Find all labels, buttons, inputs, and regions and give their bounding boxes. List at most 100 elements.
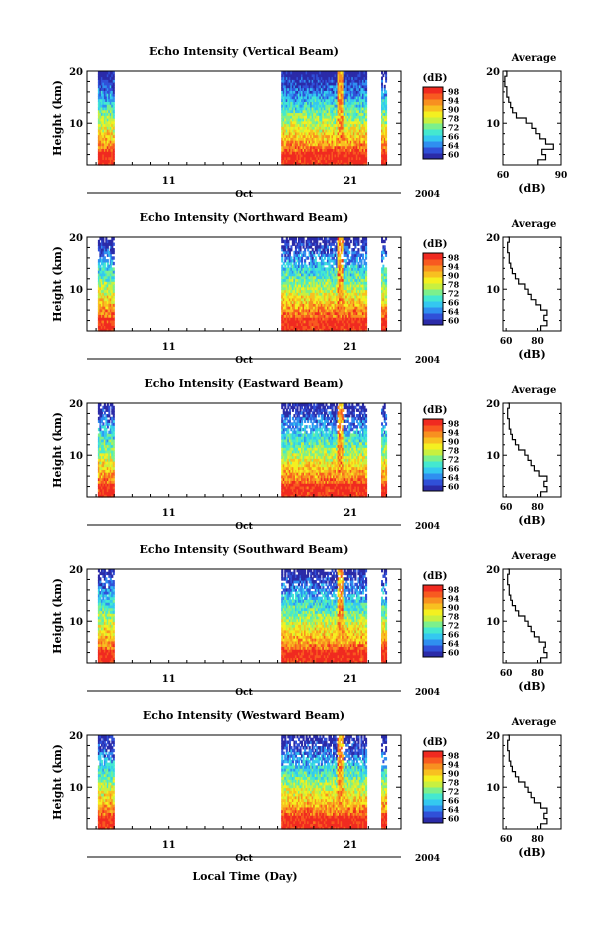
heatmap-cell bbox=[336, 140, 339, 144]
heatmap-cell bbox=[320, 259, 323, 263]
heatmap-cell bbox=[106, 250, 109, 255]
heatmap-cell bbox=[308, 325, 311, 329]
heatmap-cell bbox=[352, 278, 355, 282]
heatmap-cell bbox=[323, 325, 326, 329]
heatmap-cell bbox=[333, 267, 336, 271]
heatmap-cell bbox=[307, 71, 310, 75]
heatmap-cell bbox=[343, 151, 346, 155]
heatmap-cell bbox=[282, 245, 285, 249]
heatmap-cell bbox=[302, 286, 305, 291]
heatmap-cell bbox=[307, 300, 310, 304]
heatmap-cell bbox=[329, 120, 333, 125]
heatmap-cell bbox=[361, 140, 365, 144]
heatmap-cell bbox=[281, 137, 284, 141]
heatmap-cell bbox=[109, 106, 112, 111]
heatmap-cell bbox=[340, 134, 343, 138]
heatmap-cell bbox=[310, 134, 313, 138]
heatmap-cell bbox=[352, 292, 355, 296]
heatmap-cell bbox=[294, 104, 298, 108]
heatmap-cell bbox=[285, 311, 288, 316]
heatmap-cell bbox=[328, 140, 331, 144]
heatmap-cell bbox=[349, 148, 352, 152]
heatmap-cell bbox=[329, 292, 333, 296]
heatmap-cell bbox=[291, 153, 294, 158]
heatmap-cell bbox=[349, 239, 352, 244]
heatmap-cell bbox=[302, 109, 305, 114]
heatmap-cell bbox=[99, 242, 102, 246]
heatmap-cell bbox=[290, 248, 293, 252]
heatmap-cell bbox=[337, 82, 340, 86]
heatmap-cell bbox=[307, 87, 310, 91]
heatmap-cell bbox=[297, 303, 301, 307]
heatmap-cell bbox=[294, 264, 298, 269]
heatmap-cell bbox=[304, 162, 307, 166]
heatmap-cell bbox=[329, 259, 333, 263]
heatmap-cell bbox=[109, 239, 112, 244]
heatmap-cell bbox=[323, 106, 326, 111]
heatmap-cell bbox=[302, 148, 305, 152]
heatmap-cell bbox=[316, 112, 319, 116]
heatmap-cell bbox=[383, 109, 386, 114]
heatmap-cell bbox=[102, 126, 105, 130]
heatmap-cell bbox=[304, 151, 307, 155]
heatmap-cell bbox=[348, 300, 351, 304]
heatmap-cell bbox=[345, 123, 348, 127]
heatmap-cell bbox=[112, 140, 115, 144]
heatmap-cell bbox=[385, 129, 388, 133]
heatmap-cell bbox=[329, 137, 333, 141]
heatmap-cell bbox=[302, 264, 305, 269]
heatmap-cell bbox=[304, 267, 307, 271]
heatmap-cell bbox=[328, 267, 331, 271]
heatmap-cell bbox=[333, 159, 336, 163]
heatmap-cell bbox=[316, 314, 319, 318]
heatmap-cell bbox=[103, 308, 106, 313]
heatmap-cell bbox=[334, 151, 337, 155]
heatmap-cell bbox=[357, 134, 360, 138]
heatmap-cell bbox=[364, 156, 368, 161]
heatmap-cell bbox=[290, 286, 293, 291]
heatmap-cell bbox=[357, 145, 360, 150]
heatmap-cell bbox=[346, 153, 349, 158]
heatmap-cell bbox=[308, 115, 311, 119]
heatmap-cell bbox=[296, 242, 299, 246]
heatmap-cell bbox=[310, 275, 313, 280]
heatmap-cell bbox=[326, 319, 330, 324]
heatmap-cell bbox=[108, 325, 111, 329]
heatmap-cell bbox=[297, 248, 301, 252]
heatmap-cell bbox=[302, 300, 305, 304]
heatmap-cell bbox=[346, 162, 349, 166]
heatmap-cell bbox=[285, 308, 288, 313]
heatmap-cell bbox=[340, 90, 343, 94]
heatmap-cell bbox=[302, 245, 305, 249]
heatmap-cell bbox=[284, 126, 287, 130]
heatmap-cell bbox=[331, 267, 334, 271]
heatmap-cell bbox=[337, 104, 340, 108]
heatmap-cell bbox=[284, 98, 287, 103]
heatmap-cell bbox=[340, 245, 343, 249]
heatmap-cell bbox=[334, 126, 337, 130]
heatmap-cell bbox=[343, 259, 346, 263]
heatmap-cell bbox=[100, 281, 103, 285]
heatmap-cell bbox=[313, 242, 316, 246]
heatmap-cell bbox=[346, 250, 349, 255]
heatmap-cell bbox=[299, 131, 302, 136]
heatmap-cell bbox=[316, 272, 319, 277]
heatmap-cell bbox=[293, 322, 296, 327]
heatmap-cell bbox=[331, 284, 334, 288]
heatmap-cell bbox=[326, 142, 330, 147]
heatmap-cell bbox=[355, 162, 358, 166]
heatmap-cell bbox=[343, 129, 346, 133]
heatmap-cell bbox=[382, 156, 385, 161]
heatmap-cell bbox=[287, 79, 290, 83]
heatmap-cell bbox=[285, 145, 288, 150]
heatmap-cell bbox=[302, 289, 305, 293]
heatmap-cell bbox=[284, 292, 287, 296]
heatmap-cell bbox=[333, 286, 336, 291]
heatmap-cell bbox=[304, 289, 307, 293]
heatmap-cell bbox=[331, 120, 334, 125]
heatmap-cell bbox=[331, 297, 334, 302]
heatmap-cell bbox=[307, 281, 310, 285]
heatmap-cell bbox=[345, 303, 348, 307]
heatmap-cell bbox=[302, 123, 305, 127]
